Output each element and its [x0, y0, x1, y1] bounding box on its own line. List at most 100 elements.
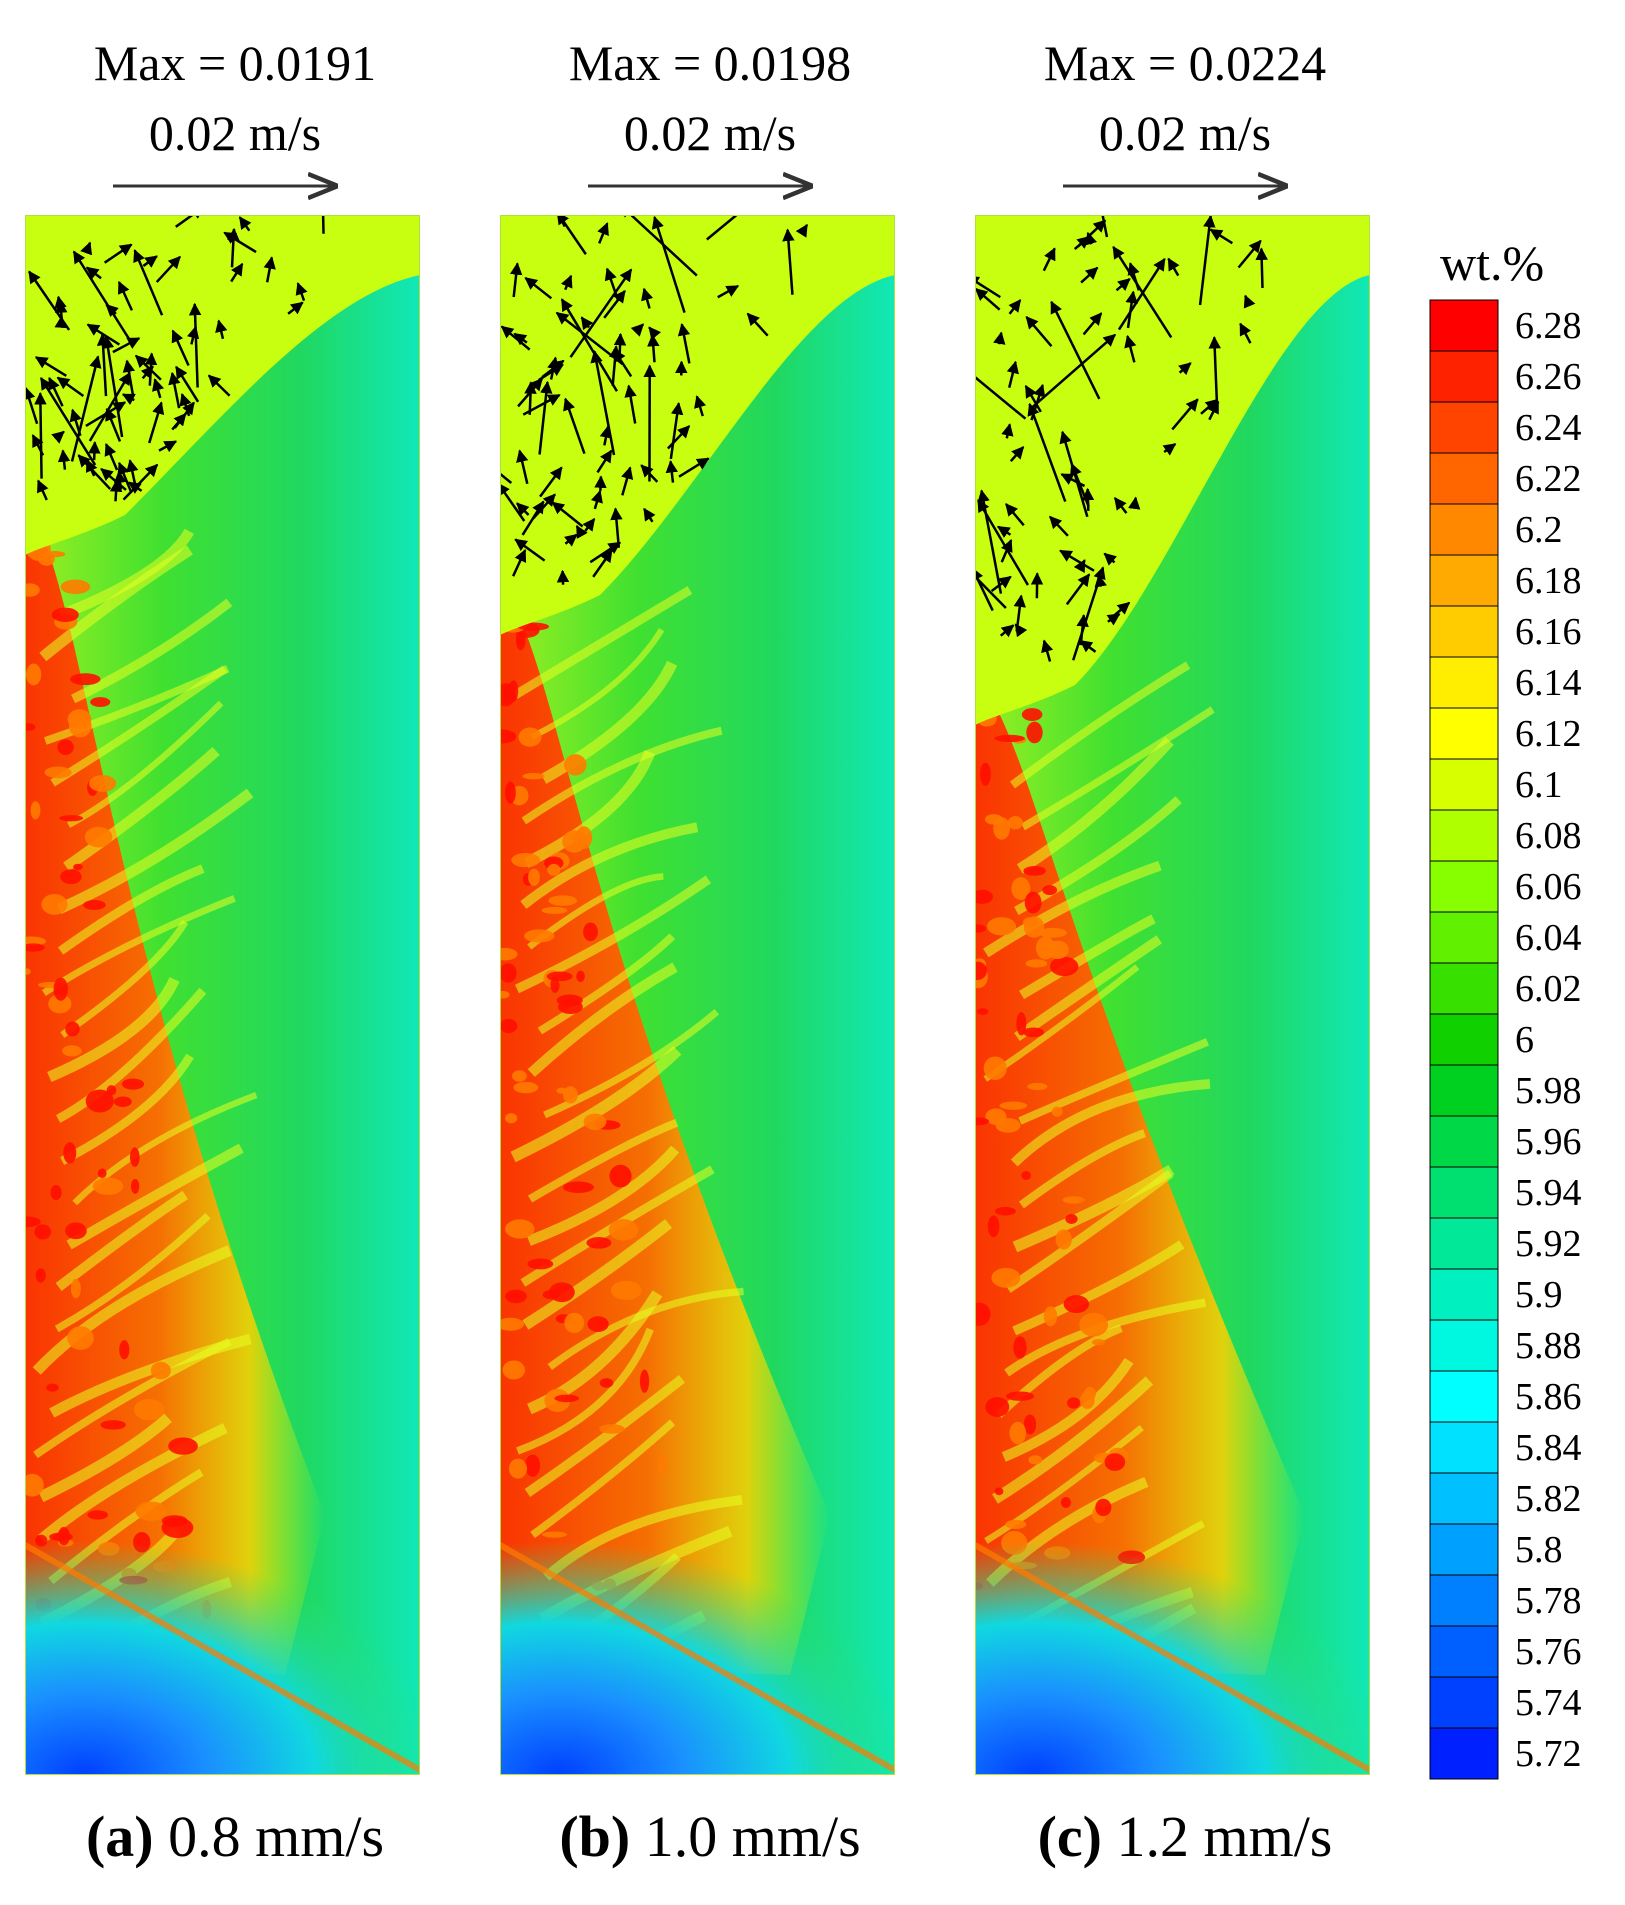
panel-label: (b)	[559, 1804, 631, 1869]
velocity-vector	[651, 215, 686, 314]
velocity-vector	[127, 481, 143, 494]
segregation-spot	[30, 801, 41, 820]
segregation-spot	[67, 709, 92, 729]
colorbar	[1429, 299, 1499, 1780]
velocity-vector	[188, 302, 202, 388]
segregation-spot	[25, 663, 42, 686]
velocity-vector	[975, 375, 1027, 420]
colorbar-tick-label: 6.26	[1515, 356, 1582, 398]
segregation-spot	[25, 1216, 41, 1228]
panel-caption: (b) 1.0 mm/s	[500, 1808, 920, 1866]
segregation-spot	[35, 1268, 46, 1283]
velocity-vector	[551, 501, 584, 528]
segregation-spot	[83, 899, 106, 911]
reference-vector-arrow	[113, 168, 345, 204]
velocity-vector	[1111, 601, 1131, 618]
velocity-vector	[677, 323, 691, 364]
velocity-vector	[993, 331, 1006, 345]
velocity-vector	[122, 359, 136, 398]
segregation-spot	[121, 1078, 145, 1090]
segregation-spot	[550, 976, 560, 993]
colorbar-tick-label: 5.74	[1515, 1682, 1582, 1724]
dendritic-streak	[50, 665, 228, 787]
velocity-vector	[648, 326, 662, 341]
colorbar-tick-label: 6.14	[1515, 662, 1582, 704]
colorbar-tick-label: 5.78	[1515, 1580, 1582, 1622]
velocity-vector	[1106, 613, 1121, 626]
velocity-vector	[1237, 239, 1262, 269]
segregation-spot	[57, 739, 74, 756]
segregation-spot	[524, 929, 555, 943]
segregation-spot	[1049, 956, 1079, 977]
velocity-vector	[564, 533, 578, 547]
segregation-spot	[983, 1056, 1007, 1081]
segregation-spot	[1026, 721, 1043, 744]
colorbar-title: wt.%	[1440, 235, 1545, 291]
velocity-vector	[54, 300, 68, 320]
reference-vector-label: 0.02 m/s	[148, 105, 322, 161]
velocity-vector	[1065, 573, 1091, 606]
velocity-vector	[117, 280, 134, 311]
casting-speed: 1.2 mm/s	[1116, 1804, 1333, 1869]
velocity-vector	[155, 255, 181, 283]
velocity-vector	[101, 335, 124, 438]
velocity-vector	[1059, 549, 1095, 572]
segregation-spot	[571, 1315, 583, 1330]
velocity-vector	[596, 449, 613, 474]
segregation-spot	[975, 1117, 990, 1126]
dendritic-streak	[33, 1337, 232, 1459]
dendritic-streak	[526, 1145, 680, 1246]
segregation-spot	[502, 1360, 526, 1380]
velocity-vector	[975, 574, 1007, 609]
dendritic-streak	[1010, 1079, 1211, 1167]
segregation-spot	[500, 1317, 525, 1331]
segregation-spot	[44, 766, 72, 779]
velocity-vector	[621, 466, 634, 496]
segregation-spot	[985, 1108, 1007, 1125]
colorbar-swatch	[1429, 809, 1499, 862]
velocity-vector	[223, 231, 257, 254]
segregation-spot	[1063, 1295, 1090, 1314]
segregation-spot	[48, 994, 72, 1014]
segregation-spot	[63, 1142, 77, 1164]
reference-vector-label: 0.02 m/s	[623, 105, 797, 161]
colorbar-swatch	[1429, 1013, 1499, 1066]
velocity-vector	[516, 502, 530, 516]
colorbar-swatch	[1429, 1064, 1499, 1117]
colorbar-swatch	[1429, 656, 1499, 709]
segregation-spot	[587, 1316, 609, 1332]
segregation-spot	[547, 863, 561, 876]
colorbar-tick-label: 6.04	[1515, 917, 1582, 959]
colorbar-swatch	[1429, 1268, 1499, 1321]
colorbar-tick-label: 5.82	[1515, 1478, 1582, 1520]
colorbar-tick-label: 6.02	[1515, 968, 1582, 1010]
velocity-vector	[500, 472, 513, 484]
segregation-spot	[25, 723, 36, 731]
dendritic-streak	[1014, 935, 1163, 1042]
velocity-vector	[1115, 277, 1131, 292]
segregation-spot	[508, 1458, 528, 1479]
velocity-vector	[88, 441, 101, 461]
segregation-spot	[583, 1113, 607, 1130]
segregation-spot	[1005, 1391, 1034, 1401]
segregation-spot	[975, 889, 993, 904]
velocity-vector	[975, 275, 1001, 299]
velocity-vector	[524, 381, 537, 415]
velocity-vector	[1207, 400, 1220, 421]
segregation-spot	[505, 1113, 518, 1124]
velocity-vector	[287, 301, 304, 315]
velocity-vector	[990, 575, 1012, 593]
dendritic-streak	[516, 1327, 654, 1455]
reference-vector-arrow	[588, 168, 820, 204]
velocity-vector	[1077, 219, 1107, 248]
segregation-spot	[150, 1361, 171, 1380]
segregation-spot	[975, 924, 986, 933]
segregation-spot	[1022, 1027, 1044, 1038]
segregation-spot	[575, 826, 593, 850]
segregation-spot	[1023, 865, 1046, 876]
segregation-spot	[554, 1394, 579, 1403]
field-border	[975, 215, 1370, 1775]
velocity-vector	[1024, 384, 1042, 413]
velocity-vector	[975, 287, 1001, 311]
segregation-spot	[65, 1021, 80, 1037]
